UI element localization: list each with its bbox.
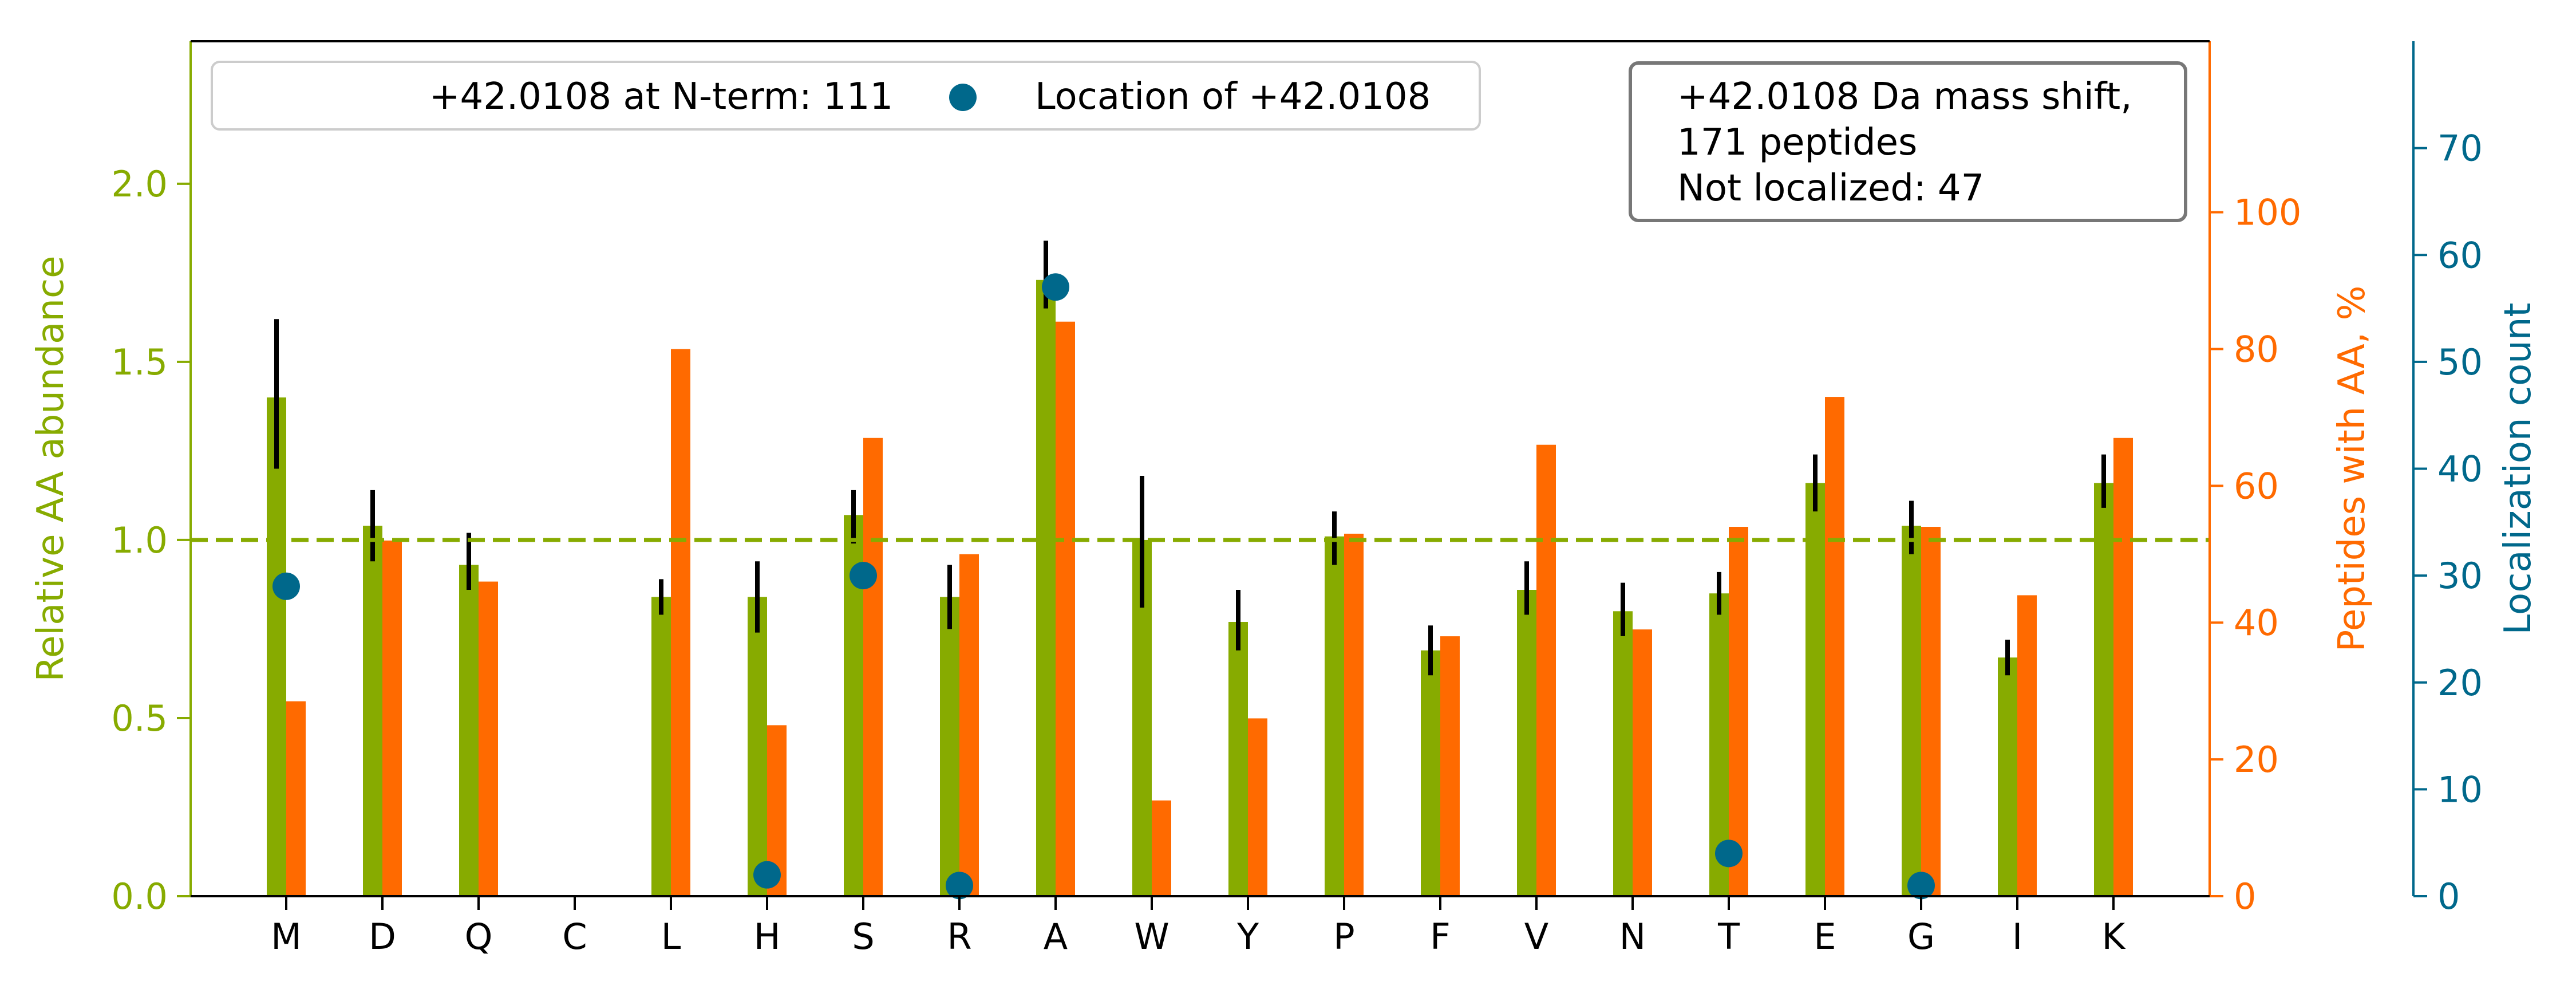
x-tick-label-H: H [754, 916, 781, 957]
x-tick-label-K: K [2102, 916, 2126, 957]
far-right-tick-label: 10 [2437, 768, 2483, 810]
far-right-tick-label: 0 [2437, 876, 2460, 917]
x-tick-label-A: A [1044, 916, 1068, 957]
far-right-tick-label: 20 [2437, 662, 2483, 704]
peptides-bar-M [286, 701, 306, 896]
localization-point-M [272, 572, 300, 600]
x-tick-label-G: G [1907, 916, 1935, 957]
abundance-bar-I [1998, 657, 2017, 896]
peptides-bar-Y [1248, 718, 1267, 896]
x-tick-label-T: T [1717, 916, 1740, 957]
abundance-bar-G [1902, 526, 1921, 896]
x-tick-label-M: M [271, 916, 302, 957]
far-right-tick-label: 50 [2437, 341, 2483, 383]
x-tick-label-N: N [1619, 916, 1646, 957]
left-tick-label: 1.0 [111, 519, 168, 561]
abundance-bar-K [2094, 483, 2113, 896]
abundance-bar-V [1517, 590, 1536, 896]
abundance-bar-R [940, 597, 959, 896]
peptides-bar-F [1440, 636, 1460, 896]
far-right-tick-label: 40 [2437, 448, 2483, 490]
peptides-bar-A [1056, 321, 1075, 896]
x-tick-label-E: E [1814, 916, 1836, 957]
right-tick-label: 0 [2234, 876, 2256, 917]
abundance-bar-F [1421, 650, 1440, 896]
peptides-bar-E [1825, 397, 1844, 896]
abundance-bar-A [1036, 279, 1056, 896]
peptides-bar-Q [479, 581, 498, 896]
bars-layer [267, 279, 2133, 896]
peptides-bar-T [1729, 527, 1748, 896]
annotation-frame [1629, 61, 2187, 222]
peptides-bar-P [1344, 533, 1364, 896]
annotation-line: 171 peptides [1677, 121, 1917, 164]
x-tick-label-F: F [1430, 916, 1451, 957]
localization-point-S [850, 562, 877, 590]
localization-point-T [1715, 840, 1743, 868]
abundance-bar-D [363, 526, 382, 896]
localization-point-R [946, 872, 973, 900]
right-tick-label: 20 [2234, 739, 2279, 781]
left-tick-label: 0.5 [111, 697, 168, 739]
peptides-bar-S [863, 438, 883, 896]
points-layer [272, 273, 1935, 900]
localization-point-H [753, 861, 781, 889]
abundance-bar-H [748, 597, 767, 896]
x-tick-label-L: L [661, 916, 681, 957]
peptides-bar-L [671, 349, 690, 896]
x-tick-label-Y: Y [1236, 916, 1259, 957]
right-tick-label: 60 [2234, 465, 2279, 507]
right-tick-label: 100 [2234, 192, 2301, 234]
left-axis-label: Relative AA abundance [30, 255, 72, 681]
peptides-bar-G [1921, 527, 1941, 896]
far-right-axis-label: Localization count [2497, 303, 2539, 635]
abundance-bar-Q [459, 565, 479, 896]
localization-point-A [1042, 273, 1069, 301]
annotation-line: Not localized: 47 [1677, 167, 1984, 210]
right-axis-label: Peptides with AA, % [2331, 286, 2373, 652]
x-tick-label-Q: Q [465, 916, 493, 957]
annotation-line: +42.0108 Da mass shift, [1677, 76, 2132, 118]
x-tick-label-D: D [369, 916, 396, 957]
peptides-bar-D [382, 540, 402, 896]
far-right-tick-label: 70 [2437, 128, 2483, 170]
peptides-bar-N [1633, 629, 1652, 896]
legend-frame [211, 61, 1481, 131]
peptides-bar-I [2017, 595, 2037, 896]
x-tick-label-C: C [562, 916, 587, 957]
abundance-bar-P [1325, 536, 1344, 896]
right-tick-label: 80 [2234, 328, 2279, 370]
peptides-bar-W [1152, 800, 1171, 896]
x-tick-label-W: W [1134, 916, 1169, 957]
x-tick-label-I: I [2012, 916, 2022, 957]
abundance-bar-M [267, 397, 286, 896]
legend-label-nterm: +42.0108 at N-term: 111 [429, 76, 893, 118]
x-tick-label-R: R [947, 916, 971, 957]
localization-point-G [1907, 872, 1935, 900]
axes-layer: 0.0 0.5 1.0 1.5 2.0 0 20 40 60 80 100 0 10 20 30 40 50 60… [30, 40, 2539, 957]
far-right-tick-label: 30 [2437, 555, 2483, 597]
abundance-bar-Y [1228, 621, 1248, 896]
peptides-bar-R [959, 554, 979, 896]
error-bars-layer [274, 241, 2106, 676]
x-tick-label-S: S [852, 916, 874, 957]
left-tick-label: 2.0 [111, 163, 168, 205]
abundance-bar-L [651, 597, 671, 896]
abundance-bar-E [1805, 483, 1825, 896]
peptides-bar-V [1536, 444, 1556, 896]
right-tick-label: 40 [2234, 602, 2279, 644]
peptides-bar-K [2113, 438, 2133, 896]
legend-label-location: Location of +42.0108 [1035, 76, 1431, 118]
left-tick-label: 1.5 [111, 341, 168, 383]
x-tick-label-V: V [1524, 916, 1548, 957]
far-right-tick-label: 60 [2437, 234, 2483, 276]
x-tick-label-P: P [1333, 916, 1354, 957]
abundance-bar-N [1613, 611, 1633, 896]
legend-marker-location [949, 84, 977, 111]
legend: +42.0108 at N-term: 111 Location of +42.0… [211, 61, 1481, 131]
left-tick-label: 0.0 [111, 876, 168, 917]
